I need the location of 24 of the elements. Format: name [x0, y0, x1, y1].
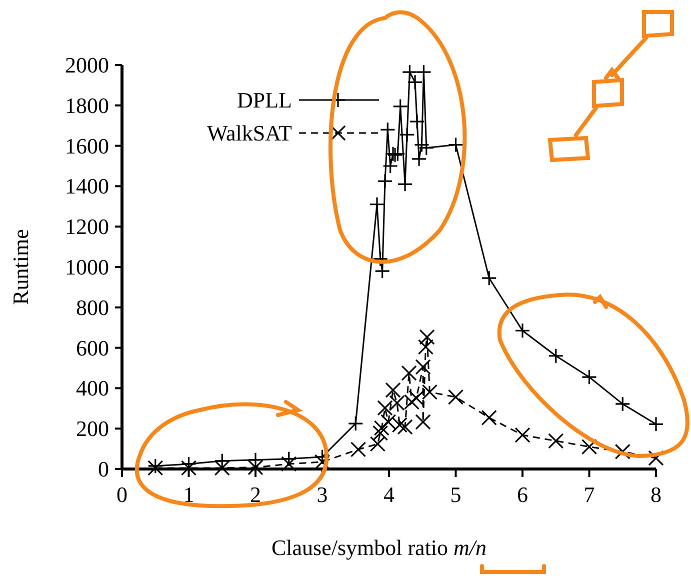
x-tick-label: 0 [116, 482, 128, 507]
x-tick-label: 4 [384, 482, 394, 507]
x-tick-label: 8 [650, 482, 662, 507]
y-tick-label: 1600 [65, 133, 109, 158]
x-tick-label: 7 [584, 482, 595, 507]
y-tick-label: 0 [98, 456, 109, 482]
x-tick-label: 2 [250, 482, 261, 507]
x-tick-label: 1 [183, 482, 194, 507]
y-tick-label: 200 [76, 416, 109, 442]
y-tick-label: 400 [76, 376, 109, 401]
y-tick-label: 1800 [65, 92, 109, 118]
y-tick-label: 1000 [65, 254, 109, 280]
y-tick-label: 1400 [65, 174, 109, 199]
x-tick-label: 3 [316, 482, 328, 507]
legend-label: DPLL [237, 88, 292, 112]
x-tick-label: 5 [450, 482, 462, 507]
legend-label: WalkSAT [206, 120, 293, 146]
y-tick-label: 1200 [65, 214, 109, 240]
y-tick-label: 600 [76, 335, 109, 360]
y-tick-label: 2000 [65, 52, 109, 78]
y-tick-label: 800 [76, 294, 109, 320]
x-tick-label: 6 [517, 482, 528, 507]
x-axis-title: Clause/symbol ratio m/n [271, 535, 487, 560]
y-axis-title: Runtime [8, 229, 33, 305]
